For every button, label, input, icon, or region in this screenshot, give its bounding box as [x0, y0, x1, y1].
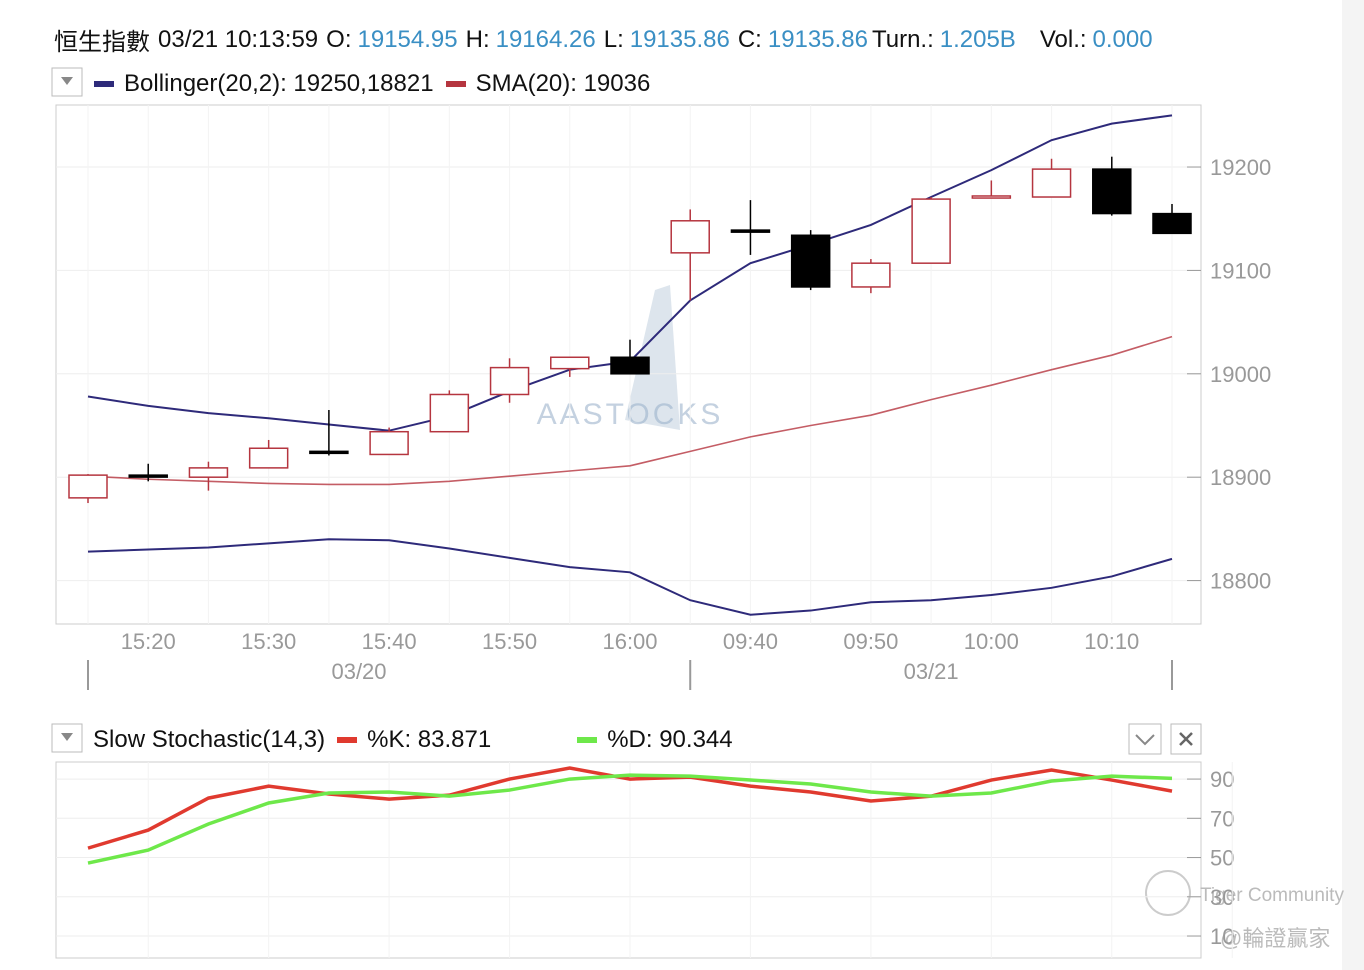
dropdown-button[interactable] [51, 67, 83, 97]
x-tick-label: 09:50 [843, 629, 898, 654]
candle-body [610, 356, 650, 375]
watermark: @輪證贏家 [1220, 926, 1330, 951]
x-tick-label: 10:10 [1084, 629, 1139, 654]
y-tick-label: 70 [1210, 806, 1234, 831]
legend-swatch [94, 81, 114, 87]
legend-swatch [445, 81, 466, 87]
stoch-legend: Slow Stochastic(14,3) %K: 83.871 %D: 90.3… [82, 726, 733, 754]
field-value: 0.000 [1092, 25, 1153, 53]
x-tick-label: 15:20 [121, 629, 176, 654]
collapse-icon [1135, 734, 1155, 746]
quote-time: 03/21 10:13:59 [158, 25, 319, 53]
legend-label: SMA(20): 19036 [475, 70, 651, 97]
candle-body [248, 447, 289, 469]
field-label: H: [465, 25, 490, 53]
candle-body [1152, 212, 1192, 235]
candle-body [790, 234, 831, 288]
x-tick-label: 15:30 [241, 629, 296, 654]
date-label: 03/20 [331, 659, 386, 684]
candle-body [369, 430, 409, 456]
y-tick-label: 10 [1210, 924, 1234, 949]
x-tick-label: 16:00 [602, 629, 657, 654]
field-value: 19135.86 [767, 25, 868, 53]
field-value: 19154.95 [357, 25, 458, 53]
legend-label: %K: 83.871 [367, 726, 492, 753]
candle-body [1031, 168, 1072, 198]
dropdown-icon [61, 733, 73, 741]
stoch-plot-frame [55, 761, 1202, 959]
candle-body [1092, 168, 1132, 215]
watermark-logo [625, 285, 680, 430]
y-tick-label: 50 [1210, 846, 1234, 871]
price-legend: Bollinger(20,2): 19250,18821 SMA(20): 190… [82, 70, 650, 98]
field-label: Vol.: [1039, 25, 1087, 53]
y-tick-label: 30 [1210, 885, 1234, 910]
series-line [87, 773, 1173, 865]
candle-body [971, 195, 1012, 199]
overlay-line [87, 335, 1173, 486]
watermark-logo [1145, 870, 1191, 916]
y-tick-label: 90 [1210, 767, 1234, 792]
side-strip [1342, 0, 1364, 970]
candle-body [550, 356, 590, 370]
x-tick-label: 09:40 [723, 629, 778, 654]
candle-body [188, 467, 229, 478]
candle-body [670, 220, 710, 254]
watermark: Tiger Community [1200, 885, 1344, 906]
quote-header: 恒生指數 03/21 10:13:59 O: 19154.95 H: 19164.26… [54, 22, 1153, 57]
series-line [87, 766, 1173, 850]
candle-body [429, 393, 470, 433]
y-tick-label: 18900 [1210, 465, 1271, 490]
candle-body [68, 474, 108, 499]
y-tick-label: 19000 [1210, 362, 1271, 387]
collapse-button[interactable] [1128, 723, 1162, 755]
legend-swatch [337, 737, 358, 743]
x-tick-label: 10:00 [964, 629, 1019, 654]
close-icon [1179, 732, 1193, 746]
price-plot-frame [55, 104, 1202, 625]
field-value: 19164.26 [495, 25, 596, 53]
candle-body [309, 450, 349, 455]
candle-body [851, 262, 891, 288]
dropdown-icon [61, 77, 73, 85]
candle-body [730, 229, 771, 233]
candle-body [489, 366, 530, 396]
field-value: 1.205B [939, 25, 1016, 53]
candle-body [128, 474, 168, 478]
y-tick-label: 18800 [1210, 569, 1271, 594]
y-tick-label: 19200 [1210, 155, 1271, 180]
field-label: Turn.: [871, 25, 934, 53]
x-tick-label: 15:40 [362, 629, 417, 654]
field-label: L: [603, 25, 624, 53]
legend-swatch [577, 737, 598, 743]
date-label: 03/21 [904, 659, 959, 684]
overlay-line [87, 538, 1173, 616]
index-name: 恒生指數 [54, 29, 150, 56]
field-label: C: [737, 25, 762, 53]
field-value: 19135.86 [629, 25, 730, 53]
legend-label: %D: 90.344 [607, 726, 733, 753]
x-tick-label: 15:50 [482, 629, 537, 654]
y-tick-label: 19100 [1210, 258, 1271, 283]
legend-label: Bollinger(20,2): 19250,18821 [124, 70, 434, 97]
candle-body [911, 198, 951, 264]
field-label: O: [326, 25, 352, 53]
indicator-title: Slow Stochastic(14,3) [93, 726, 326, 753]
